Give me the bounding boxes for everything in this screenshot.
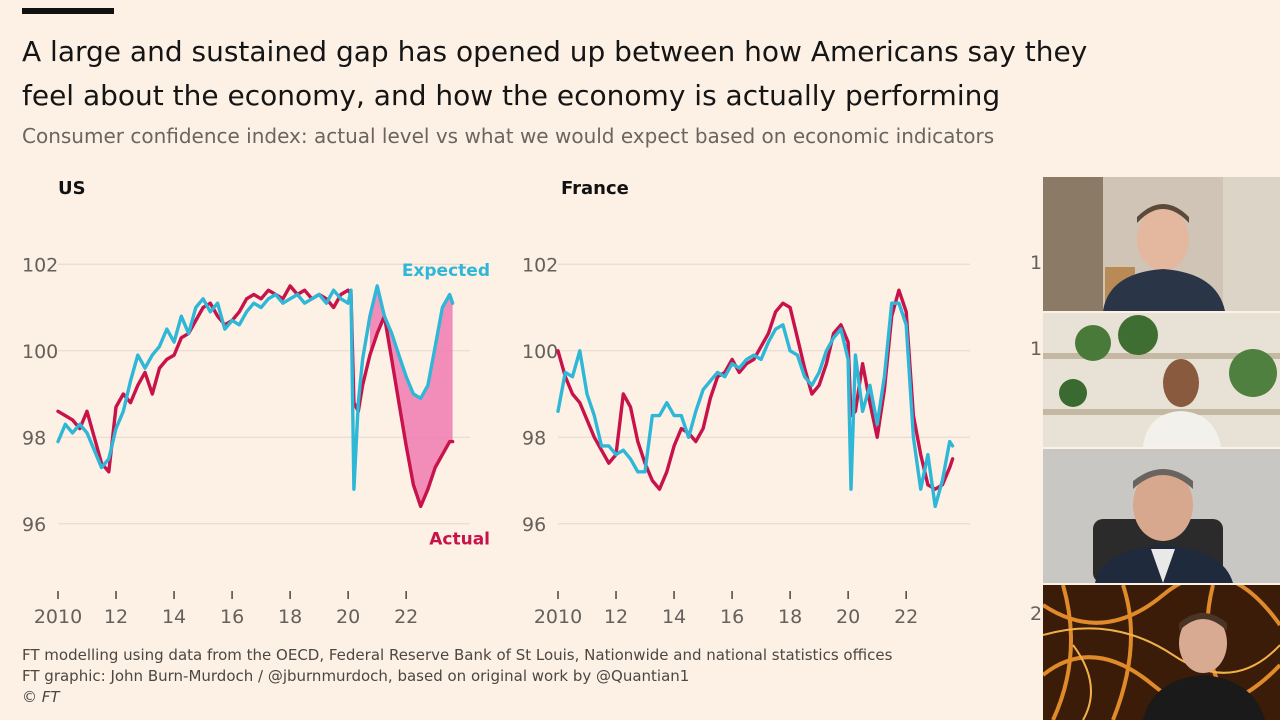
participant-4-avatar [1043, 585, 1280, 720]
panel-title-us: US [58, 178, 86, 199]
source-line-1: FT modelling using data from the OECD, F… [22, 646, 893, 664]
x-tick-label: 16 [220, 606, 244, 628]
x-tick-label: 12 [604, 606, 628, 628]
x-tick-label: 16 [720, 606, 744, 628]
source-line-2: FT graphic: John Burn-Murdoch / @jburnmu… [22, 667, 690, 685]
x-tick-label: 14 [162, 606, 186, 628]
y-tick-label: 102 [22, 254, 58, 276]
y-tick-label: 98 [22, 427, 46, 449]
participant-3-avatar [1043, 449, 1280, 583]
x-tick-label: 22 [894, 606, 918, 628]
x-tick-label: 12 [104, 606, 128, 628]
gap-area [369, 285, 453, 507]
actual-annotation: Actual [429, 529, 490, 549]
france-chart: 96 98 100 102 2010 12 14 16 18 20 22 [522, 254, 970, 628]
x-tick-label: 2010 [534, 606, 582, 628]
y-tick-label: 102 [522, 254, 558, 276]
x-tick-label: 18 [278, 606, 302, 628]
panel-title-france: France [561, 178, 629, 199]
actual-series-line [556, 288, 955, 491]
hidden-chart-tick-partial: 1 [1030, 252, 1043, 274]
expected-annotation: Expected [402, 261, 490, 281]
x-tick-label: 22 [394, 606, 418, 628]
actual-series-line [56, 284, 455, 509]
us-chart: 96 98 100 102 2010 12 14 16 18 20 22 Expected Actual [22, 254, 490, 628]
video-tile-3[interactable] [1043, 449, 1280, 583]
chart-title: A large and sustained gap has opened up … [22, 35, 1088, 112]
source-note: FT modelling using data from the OECD, F… [22, 645, 892, 708]
copyright: © FT [22, 688, 60, 706]
x-tick-label: 18 [778, 606, 802, 628]
y-tick-label: 96 [22, 514, 46, 536]
chart-subtitle: Consumer confidence index: actual level … [22, 124, 995, 148]
hidden-chart-tick-partial: 1 [1030, 338, 1043, 360]
participant-2-avatar [1043, 313, 1280, 447]
y-tick-label: 98 [522, 427, 546, 449]
x-tick-label: 14 [662, 606, 686, 628]
x-tick-label: 20 [336, 606, 360, 628]
video-participants-strip [1043, 177, 1280, 720]
participant-1-avatar [1043, 177, 1280, 311]
x-tick-label: 2010 [34, 606, 82, 628]
hidden-chart-tick-partial: 2 [1030, 603, 1043, 625]
video-tile-4[interactable] [1043, 585, 1280, 720]
y-tick-label: 100 [22, 341, 58, 363]
x-tick-label: 20 [836, 606, 860, 628]
y-tick-label: 100 [522, 341, 558, 363]
y-tick-label: 96 [522, 514, 546, 536]
video-tile-2[interactable] [1043, 313, 1280, 447]
expected-series-line [556, 301, 955, 509]
expected-series-line [56, 284, 455, 491]
video-tile-1[interactable] [1043, 177, 1280, 311]
brand-rule [22, 8, 114, 14]
